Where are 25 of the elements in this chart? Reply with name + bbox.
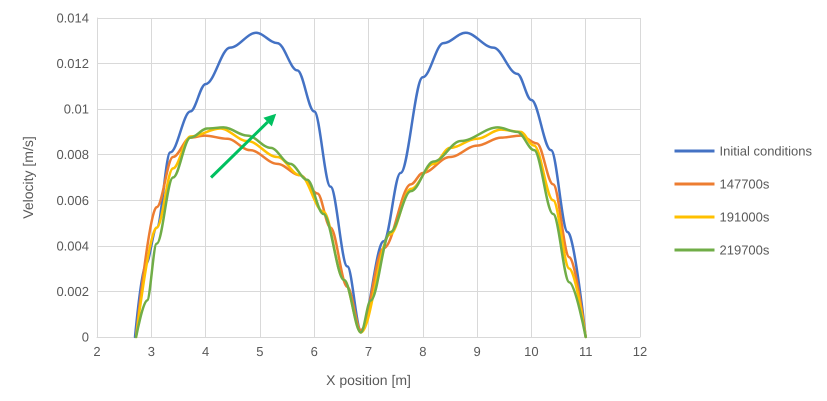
- y-tick-label: 0.002: [56, 284, 89, 299]
- y-tick-label: 0.01: [64, 102, 89, 117]
- x-tick-label: 9: [473, 344, 481, 359]
- x-tick-label: 4: [202, 344, 210, 359]
- x-tick-label: 2: [93, 344, 101, 359]
- x-tick-label: 11: [578, 344, 592, 359]
- x-tick-label: 12: [632, 344, 648, 359]
- x-tick-label: 10: [524, 344, 539, 359]
- y-tick-label: 0.006: [56, 192, 89, 208]
- y-tick-label: 0.012: [56, 56, 89, 72]
- x-tick-label: 3: [148, 344, 155, 359]
- legend-label: 191000s: [720, 210, 770, 224]
- y-tick-label: 0.004: [56, 238, 89, 254]
- y-tick-label: 0: [82, 330, 89, 344]
- legend-label: Initial conditions: [720, 144, 812, 158]
- y-tick-label: 0.008: [56, 147, 89, 162]
- x-tick-label: 8: [419, 344, 426, 359]
- x-axis-title: X position [m]: [326, 372, 411, 388]
- x-tick-label: 6: [310, 344, 318, 359]
- x-tick-label: 5: [256, 344, 264, 359]
- x-tick-label: 7: [364, 344, 372, 359]
- legend-label: 147700s: [720, 176, 770, 192]
- y-axis-title: Velocity [m/s]: [20, 136, 36, 219]
- y-tick-label: 0.014: [56, 10, 89, 26]
- legend-label: 219700s: [720, 242, 770, 258]
